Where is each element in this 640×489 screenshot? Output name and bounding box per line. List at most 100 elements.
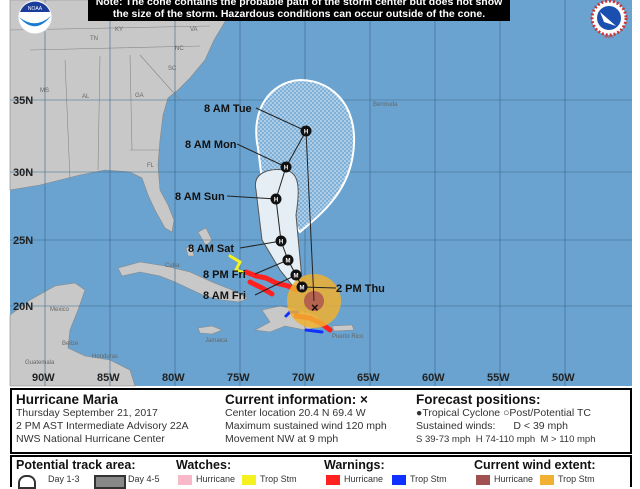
current-info-title: Current information: × [225, 392, 368, 407]
lat-label: 20N [13, 301, 33, 313]
lon-label: 80W [162, 372, 185, 384]
open-circle-icon: ○ [503, 407, 510, 419]
place-label: Belize [62, 341, 79, 347]
max-wind: Maximum sustained wind 120 mph [225, 420, 387, 432]
place-label: Guatemala [25, 360, 55, 366]
hurricane-wind-swatch [476, 475, 490, 485]
tropical-cyclone-label: Tropical Cyclone [422, 407, 501, 419]
svg-text:NOAA: NOAA [28, 6, 43, 12]
intensity-symbol: H [284, 166, 288, 172]
place-label: Bermuda [373, 102, 398, 108]
major-range: M > 110 mph [540, 434, 596, 445]
lon-label: 90W [32, 372, 55, 384]
storm-info-panel: Hurricane Maria Thursday September 21, 2… [10, 388, 632, 454]
trop-storm-wind-swatch [540, 475, 554, 485]
lat-labels: 35N 30N 25N 20N [13, 95, 33, 313]
forecast-position-marker [275, 235, 287, 247]
forecast-time-label: 8 AM Sat [188, 243, 234, 255]
forecast-time-label: 8 AM Sun [175, 191, 225, 203]
place-label: KY [115, 27, 123, 33]
advisory-date: Thursday September 21, 2017 [16, 407, 158, 419]
jamaica [197, 325, 223, 335]
hurricane-range: H 74-110 mph [475, 434, 536, 445]
storm-range: S 39-73 mph [416, 434, 471, 445]
hurricane-watch-swatch [178, 475, 192, 485]
place-label: MS [40, 88, 49, 94]
map-legend: Potential track area: Day 1-3 Day 4-5 Wa… [10, 455, 632, 489]
place-label: TN [90, 36, 98, 42]
intensity-symbol: M [294, 274, 299, 280]
issuing-center: NWS National Hurricane Center [16, 433, 165, 445]
lon-label: 60W [422, 372, 445, 384]
forecast-time-label: 8 AM Mon [185, 139, 237, 151]
note-line-1: Note: The cone contains the probable pat… [95, 0, 503, 8]
hurricane-warning-swatch [326, 475, 340, 485]
forecast-position-marker [300, 125, 312, 137]
lat-label: 35N [13, 95, 33, 107]
svg-text:NWS: NWS [604, 34, 614, 39]
nws-logo: NWS [590, 0, 628, 39]
place-label: Honduras [92, 354, 118, 360]
forecast-position-marker [296, 281, 308, 293]
place-label: GA [135, 93, 144, 99]
advisory-number: 2 PM AST Intermediate Advisory 22A [16, 420, 189, 432]
us-east-coast [9, 0, 233, 233]
place-label: AL [82, 94, 90, 100]
yucatan-central-america [9, 282, 136, 387]
lon-label: 75W [227, 372, 250, 384]
forecast-time-label: 8 PM Fri [203, 269, 246, 281]
forecast-positions-title: Forecast positions: [416, 392, 541, 407]
intensity-symbol: H [274, 198, 278, 204]
place-label: VA [190, 27, 198, 33]
place-label: Puerto Rico [332, 334, 364, 340]
place-label: Cuba [165, 263, 180, 269]
watches-title: Watches: [176, 458, 232, 472]
forecast-time-label: 8 AM Tue [204, 103, 252, 115]
current-position-marker: × [311, 300, 319, 315]
lon-label: 85W [97, 372, 120, 384]
post-tc-label: Post/Potential TC [509, 407, 591, 419]
storm-name: Hurricane Maria [16, 392, 119, 407]
trop-storm-warning-swatch [392, 475, 406, 485]
depression-range: D < 39 mph [513, 420, 568, 432]
track-area-title: Potential track area: [16, 458, 136, 472]
lat-label: 30N [13, 167, 33, 179]
forecast-time-label: 2 PM Thu [336, 283, 385, 295]
cone-disclaimer-note: Note: The cone contains the probable pat… [88, 0, 510, 21]
land [9, 0, 355, 387]
forecast-track: 8 AM Tue 8 AM Mon 8 AM Sun 8 AM Sat 8 PM Fri… [175, 103, 385, 302]
lat-lon-grid [10, 0, 632, 386]
day-4-5-swatch [94, 475, 126, 489]
filled-circle-icon: ● [416, 407, 423, 419]
movement: Movement NW at 9 mph [225, 433, 339, 445]
forecast-position-marker [290, 269, 302, 281]
warnings-title: Warnings: [324, 458, 385, 472]
place-label: FL [147, 163, 155, 169]
place-labels: KY VA TN NC SC MS AL GA FL Bermuda Cuba Mexico Beliz… [25, 27, 398, 366]
noaa-logo: NOAA [17, 0, 53, 35]
lon-label: 70W [292, 372, 315, 384]
lon-label: 55W [487, 372, 510, 384]
sustained-winds-label: Sustained winds: [416, 420, 496, 432]
lon-labels: 90W 85W 80W 75W 70W 65W 60W 55W 50W [32, 372, 575, 384]
center-location: Center location 20.4 N 69.4 W [225, 407, 366, 419]
trop-storm-watch-swatch [242, 475, 256, 485]
day-1-3-swatch [18, 475, 36, 489]
forecast-time-label: 8 AM Fri [203, 290, 246, 302]
hurricane-forecast-map: 8 AM Tue 8 AM Mon 8 AM Sun 8 AM Sat 8 PM Fri… [9, 0, 632, 387]
wind-extent-title: Current wind extent: [474, 458, 596, 472]
lat-label: 25N [13, 235, 33, 247]
lon-label: 50W [552, 372, 575, 384]
cuba [117, 261, 249, 303]
forecast-position-marker [280, 161, 292, 173]
place-label: Mexico [50, 307, 70, 313]
note-line-2: the size of the storm. Hazardous conditi… [112, 8, 486, 20]
intensity-symbol: M [300, 286, 305, 292]
puerto-rico [331, 324, 355, 332]
place-label: SC [168, 66, 177, 72]
lon-label: 65W [357, 372, 380, 384]
place-label: Jamaica [205, 338, 228, 344]
place-label: NC [175, 46, 184, 52]
intensity-symbol: H [279, 240, 283, 246]
intensity-symbol: H [304, 130, 308, 136]
